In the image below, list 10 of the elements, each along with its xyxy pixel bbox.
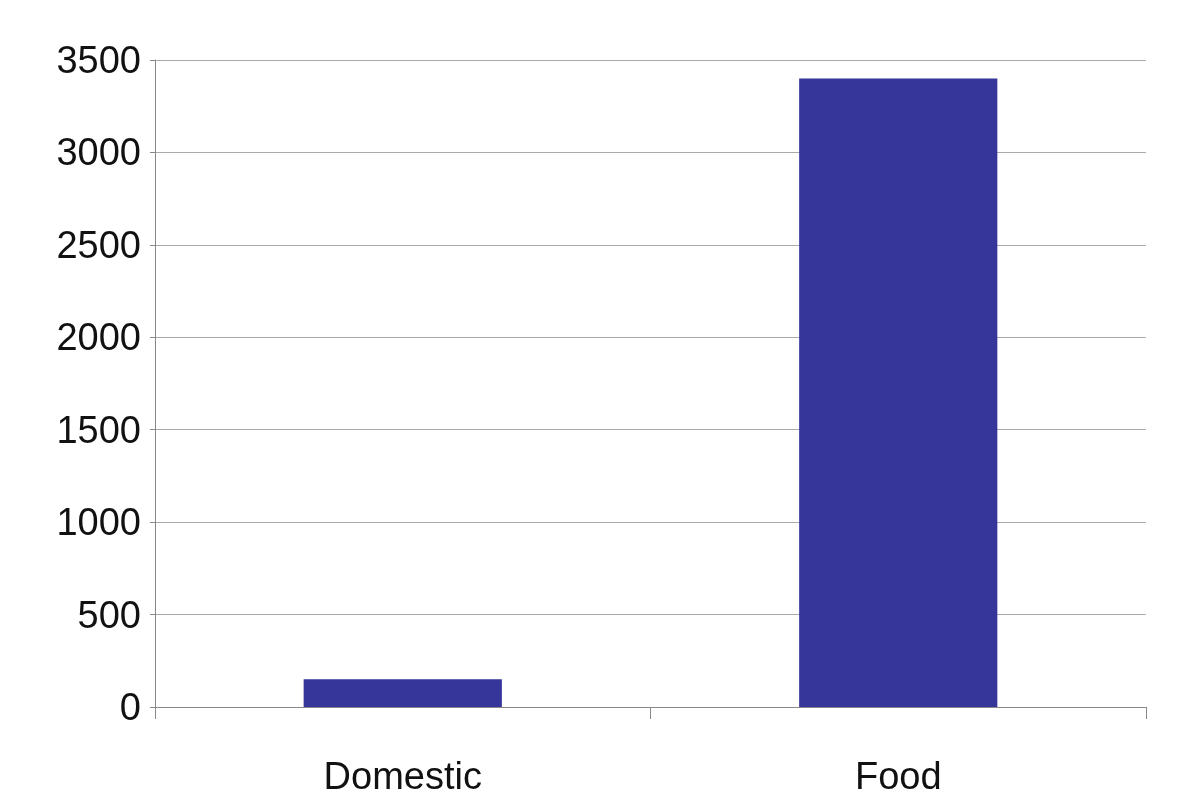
y-tick-label: 3000 (56, 131, 141, 174)
y-tick-label: 500 (77, 593, 141, 636)
y-tick-label: 3500 (56, 39, 141, 81)
y-tick-label: 2000 (56, 316, 141, 359)
y-tick-label: 1000 (56, 501, 141, 544)
y-tick-label: 2500 (56, 223, 141, 266)
x-tick-label: Domestic (323, 755, 482, 797)
x-tick-label: Food (854, 755, 942, 797)
y-tick-label: 0 (119, 686, 141, 728)
y-tick-label: 1500 (56, 408, 141, 451)
